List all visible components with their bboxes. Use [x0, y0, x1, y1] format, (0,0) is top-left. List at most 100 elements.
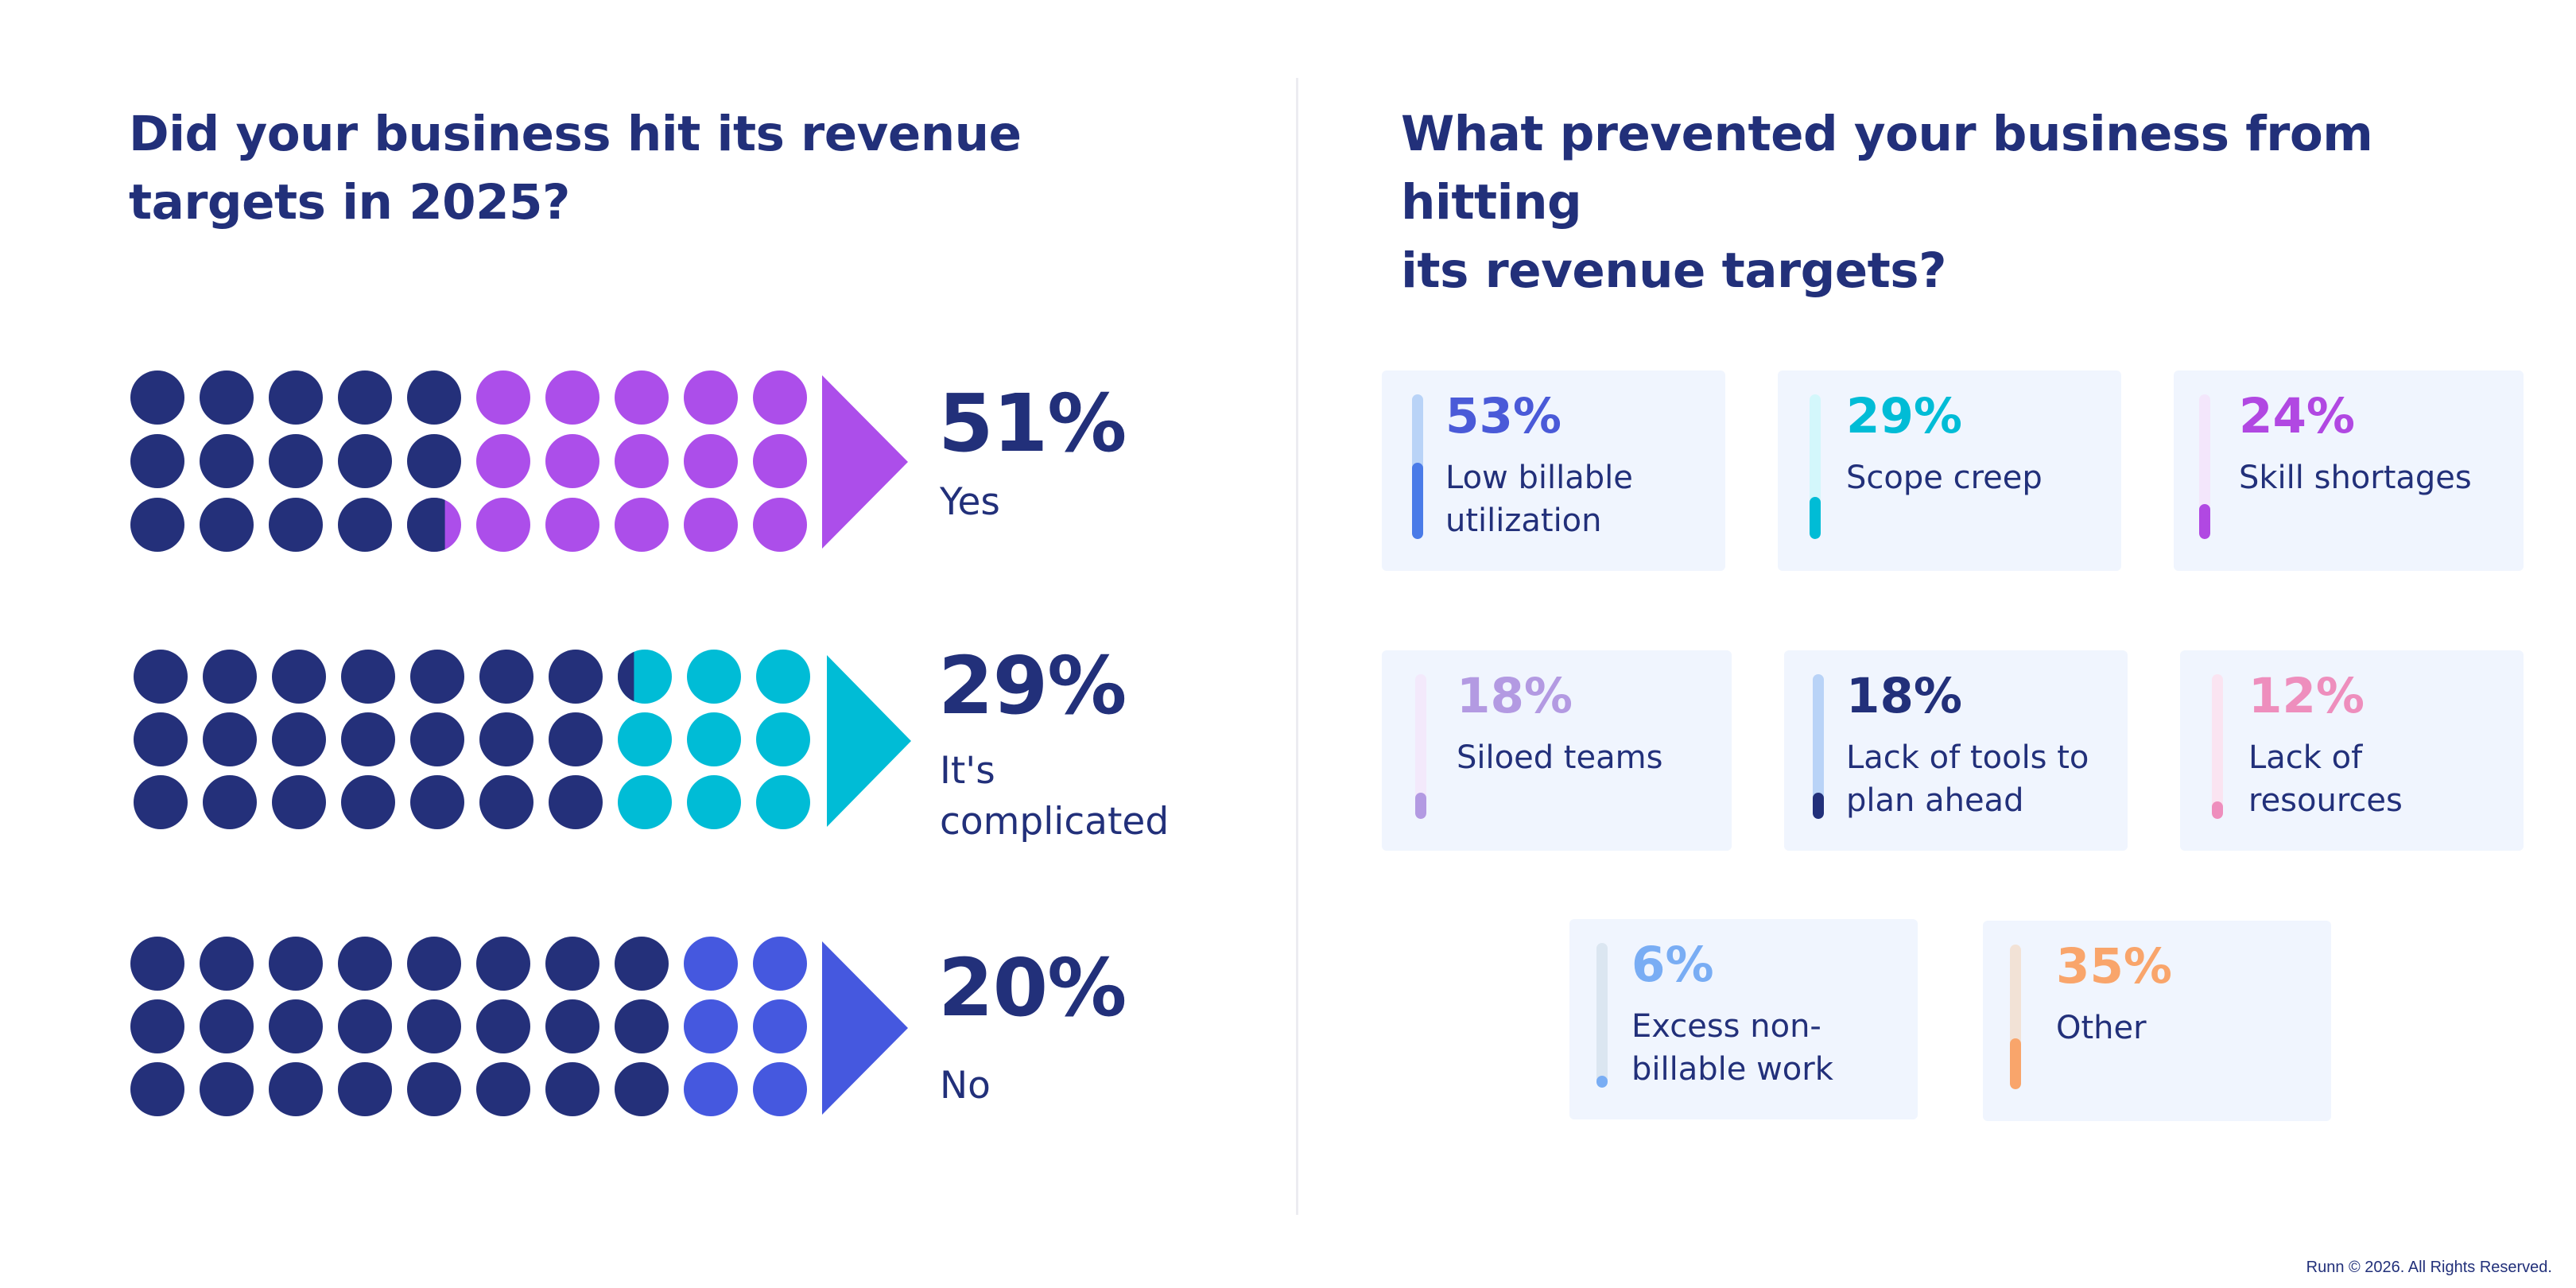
reason-percent: 35%: [2056, 938, 2173, 995]
reason-bar-fill: [1810, 497, 1821, 539]
waffle-dot: [338, 1062, 392, 1116]
waffle-dot: [341, 775, 395, 829]
reason-bar-track: [1596, 943, 1608, 1088]
waffle-dot: [545, 1062, 599, 1116]
waffle-dot: [545, 434, 599, 488]
waffle-dot: [203, 775, 257, 829]
reason-card-excess-non-billable-work: 6% Excess non- billable work: [1569, 919, 1918, 1119]
waffle-dot: [476, 498, 530, 552]
waffle-dot: [753, 937, 807, 991]
waffle-dot: [130, 1062, 184, 1116]
waffle-dot: [338, 999, 392, 1053]
reason-label: Skill shortages: [2239, 460, 2472, 496]
reason-bar-fill: [2212, 801, 2223, 819]
waffle-dot: [545, 370, 599, 425]
waffle-group: [130, 370, 908, 552]
waffle-dot: [338, 498, 392, 552]
waffle-dot: [130, 937, 184, 991]
waffle-dot-partial: [407, 498, 445, 552]
waffle-dot: [756, 650, 810, 704]
reason-label: Low billable utilization: [1445, 460, 1633, 539]
waffle-dot: [684, 999, 738, 1053]
reason-card-scope-creep: 29% Scope creep: [1778, 370, 2121, 571]
waffle-dot: [756, 775, 810, 829]
waffle-dot: [269, 434, 323, 488]
reason-percent: 24%: [2239, 388, 2356, 444]
waffle-dot: [269, 498, 323, 552]
waffle-dot: [684, 434, 738, 488]
reason-label: Siloed teams: [1457, 739, 1663, 776]
reason-card-lack-of-tools: 18% Lack of tools to plan ahead: [1784, 650, 2128, 851]
waffle-dot: [618, 712, 672, 766]
copyright-footer: Runn © 2026. All Rights Reserved.: [2306, 1259, 2552, 1276]
reason-bar-fill: [1415, 793, 1426, 819]
reason-card-siloed-teams: 18% Siloed teams: [1382, 650, 1732, 851]
waffle-dot: [130, 434, 184, 488]
waffle-dot: [203, 650, 257, 704]
waffle-dot: [134, 775, 188, 829]
waffle-complicated-label: It's complicated: [940, 749, 1170, 844]
waffle-dot: [269, 370, 323, 425]
waffle-arrow: [822, 375, 908, 549]
waffle-dot: [269, 1062, 323, 1116]
waffle-dot: [615, 498, 669, 552]
waffle-group: [134, 650, 911, 829]
reason-percent: 6%: [1631, 937, 1714, 993]
waffle-dot: [756, 712, 810, 766]
waffle-dot: [341, 712, 395, 766]
waffle-yes-label: Yes: [940, 480, 1000, 524]
waffle-dot: [753, 1062, 807, 1116]
waffle-dot: [549, 650, 603, 704]
waffle-dot: [134, 650, 188, 704]
reason-bar-fill: [1813, 793, 1824, 819]
waffle-dot: [753, 999, 807, 1053]
reason-percent: 12%: [2248, 668, 2365, 724]
waffle-dot: [200, 937, 254, 991]
waffle-dot: [203, 712, 257, 766]
reason-bar-track: [2010, 945, 2021, 1089]
waffle-dot: [272, 650, 326, 704]
waffle-dot: [615, 1062, 669, 1116]
waffle-dot: [407, 434, 461, 488]
waffle-arrow: [827, 655, 911, 827]
waffle-dot: [200, 498, 254, 552]
waffle-dot: [476, 1062, 530, 1116]
waffle-dot: [407, 999, 461, 1053]
waffle-dot: [753, 370, 807, 425]
waffle-dot: [549, 712, 603, 766]
waffle-no-percent: 20%: [938, 941, 1127, 1034]
waffle-dot: [687, 712, 741, 766]
reason-percent: 18%: [1846, 668, 1963, 724]
waffle-dot: [134, 712, 188, 766]
waffle-dot: [545, 999, 599, 1053]
waffle-dot: [684, 370, 738, 425]
waffle-dot: [200, 370, 254, 425]
reason-percent: 29%: [1846, 388, 1963, 444]
waffle-dot: [341, 650, 395, 704]
reason-card-low-billable-utilization: 53% Low billable utilization: [1382, 370, 1725, 571]
reason-bar-track: [1412, 394, 1423, 539]
reason-label: Other: [2056, 1010, 2147, 1046]
waffle-complicated-percent: 29%: [938, 639, 1127, 732]
waffle-dot: [410, 712, 464, 766]
waffle-group: [130, 937, 908, 1116]
waffle-dot: [545, 498, 599, 552]
waffle-dot: [407, 937, 461, 991]
waffle-dot: [687, 775, 741, 829]
waffle-dot: [479, 775, 533, 829]
waffle-dot: [272, 712, 326, 766]
waffle-no-label: No: [940, 1064, 991, 1108]
waffle-dot: [684, 498, 738, 552]
waffle-dot: [615, 999, 669, 1053]
waffle-yes-percent: 51%: [938, 377, 1127, 470]
reason-label: Lack of tools to plan ahead: [1846, 739, 2089, 819]
waffle-dot: [269, 937, 323, 991]
waffle-dot: [130, 999, 184, 1053]
reason-bar-track: [1810, 394, 1821, 539]
waffle-dot: [476, 434, 530, 488]
waffle-dot: [476, 999, 530, 1053]
waffle-dot: [615, 937, 669, 991]
reason-bar-fill: [1596, 1076, 1608, 1088]
waffle-dot: [407, 1062, 461, 1116]
waffle-dot: [338, 434, 392, 488]
